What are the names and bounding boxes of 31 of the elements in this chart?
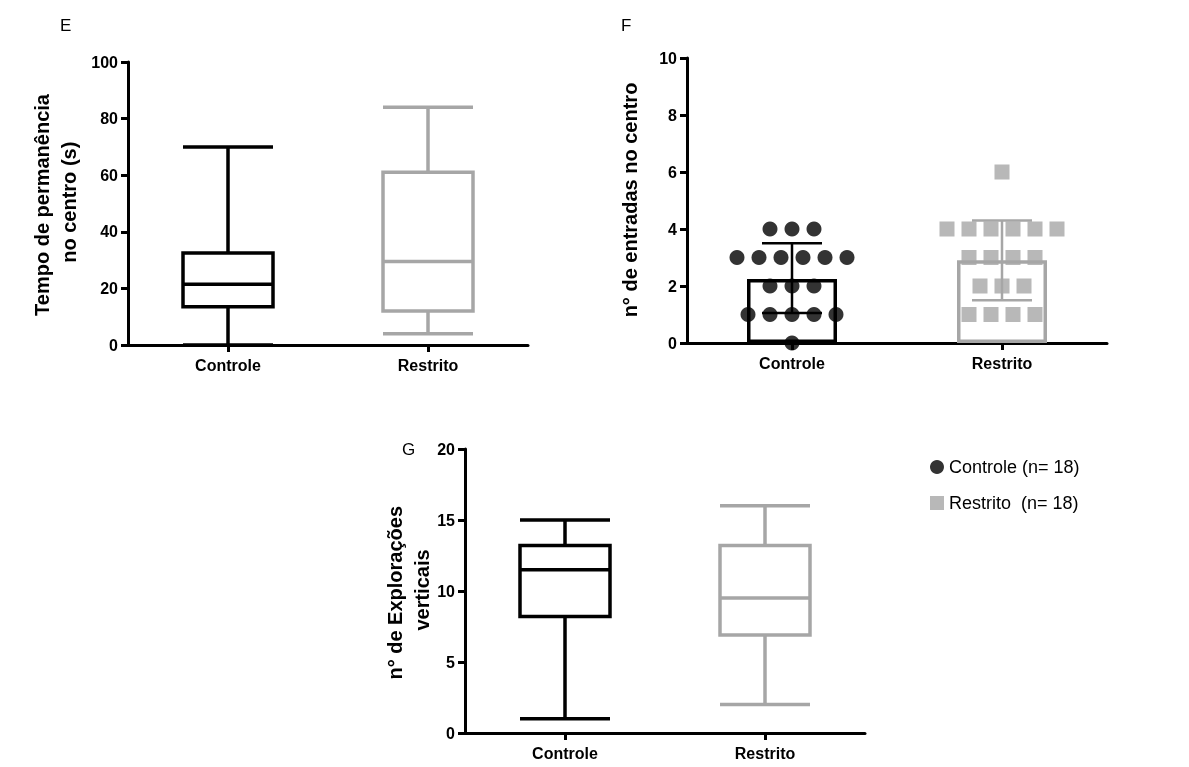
- x-tick-label: Restrito: [734, 744, 796, 762]
- chart-title: G: [402, 440, 416, 459]
- y-tick-label: 100: [91, 53, 119, 71]
- y-tick-label: 0: [668, 334, 678, 352]
- y-tick-label: 15: [437, 511, 456, 529]
- x-tick-label: Restrito: [971, 354, 1033, 372]
- y-tick-label: 20: [100, 279, 119, 297]
- x-tick-label: Controle: [759, 354, 825, 372]
- y-tick-label: 2: [668, 277, 678, 295]
- y-tick-label: 80: [100, 110, 119, 128]
- x-tick-label: Controle: [195, 356, 261, 374]
- legend-label: Controle (n= 18): [949, 457, 1080, 477]
- x-tick-label: Restrito: [397, 356, 459, 374]
- y-tick-label: 60: [100, 166, 119, 184]
- y-axis-title: Tempo de permanência no centro (s): [30, 93, 80, 316]
- y-tick-label: 6: [668, 163, 678, 181]
- y-axis-title: n° de Explorações verticais: [383, 500, 433, 680]
- y-tick-label: 5: [446, 653, 456, 671]
- chart-title: E: [60, 16, 72, 35]
- chart-title: F: [621, 16, 632, 35]
- y-tick-label: 0: [109, 336, 119, 354]
- y-tick-label: 8: [668, 106, 678, 124]
- y-tick-label: 40: [100, 223, 119, 241]
- x-tick-label: Controle: [532, 744, 598, 762]
- y-tick-label: 4: [668, 220, 678, 238]
- y-tick-label: 20: [437, 440, 456, 458]
- legend-label: Restrito (n= 18): [949, 493, 1079, 513]
- y-tick-label: 0: [446, 724, 456, 742]
- y-tick-label: 10: [437, 582, 456, 600]
- y-axis-title: n° de entradas no centro: [619, 82, 641, 318]
- y-tick-label: 10: [659, 49, 678, 67]
